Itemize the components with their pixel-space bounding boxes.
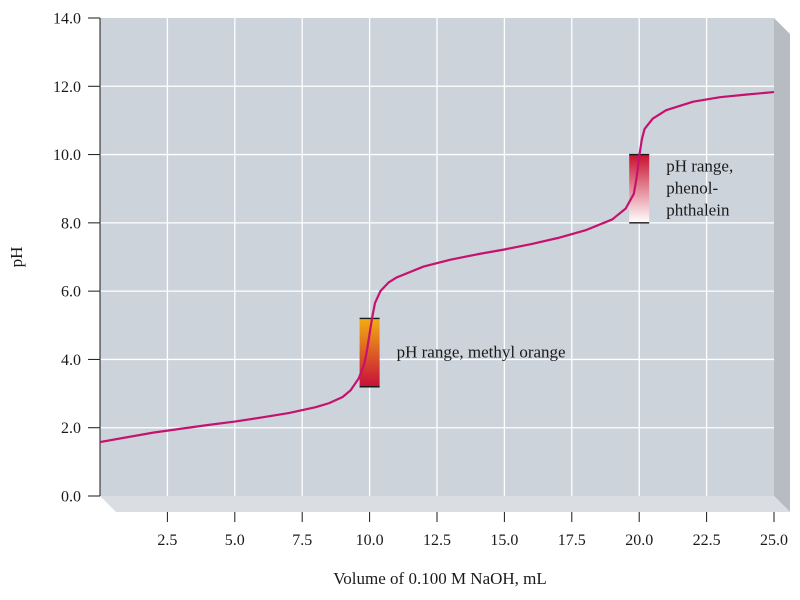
x-tick-label: 17.5 — [558, 532, 586, 549]
plot-floor — [100, 496, 790, 512]
y-tick-label: 0.0 — [61, 489, 81, 506]
phenolphthalein-label: phenol- — [666, 179, 718, 198]
phenolphthalein-label: pH range, — [666, 157, 733, 176]
y-tick-label: 4.0 — [61, 352, 81, 369]
methyl-orange-label: pH range, methyl orange — [397, 343, 566, 362]
plot-side-wall — [774, 18, 790, 512]
x-tick-label: 7.5 — [292, 532, 312, 549]
x-tick-label: 5.0 — [225, 532, 245, 549]
x-tick-label: 15.0 — [490, 532, 518, 549]
y-tick-label: 6.0 — [61, 284, 81, 301]
methyl-orange-range-bar — [359, 318, 380, 387]
y-tick-label: 2.0 — [61, 420, 81, 437]
x-tick-label: 25.0 — [760, 532, 788, 549]
x-tick-label: 22.5 — [693, 532, 721, 549]
x-axis-label: Volume of 0.100 M NaOH, mL — [333, 569, 547, 588]
x-tick-label: 12.5 — [423, 532, 451, 549]
y-tick-label: 12.0 — [53, 79, 81, 96]
y-tick-label: 8.0 — [61, 215, 81, 232]
titration-curve — [99, 90, 775, 444]
x-tick-label: 10.0 — [356, 532, 384, 549]
y-tick-label: 14.0 — [53, 11, 81, 28]
x-tick-label: 20.0 — [625, 532, 653, 549]
x-tick-label: 2.5 — [157, 532, 177, 549]
indicator-bars: pH range, methyl orange pH range, phenol-p… — [359, 153, 733, 388]
y-tick-label: 10.0 — [53, 147, 81, 164]
phenolphthalein-label: phthalein — [666, 201, 730, 220]
grid-lines — [100, 18, 774, 496]
x-axis: 2.5 5.0 7.5 10.0 12.5 15.0 17.5 20.0 22.5 25.0 — [157, 512, 788, 549]
y-axis-label: pH — [7, 247, 26, 268]
y-axis: 0.0 2.0 4.0 6.0 8.0 10.0 12.0 14.0 — [53, 11, 101, 506]
phenolphthalein-range-bar — [629, 154, 650, 223]
